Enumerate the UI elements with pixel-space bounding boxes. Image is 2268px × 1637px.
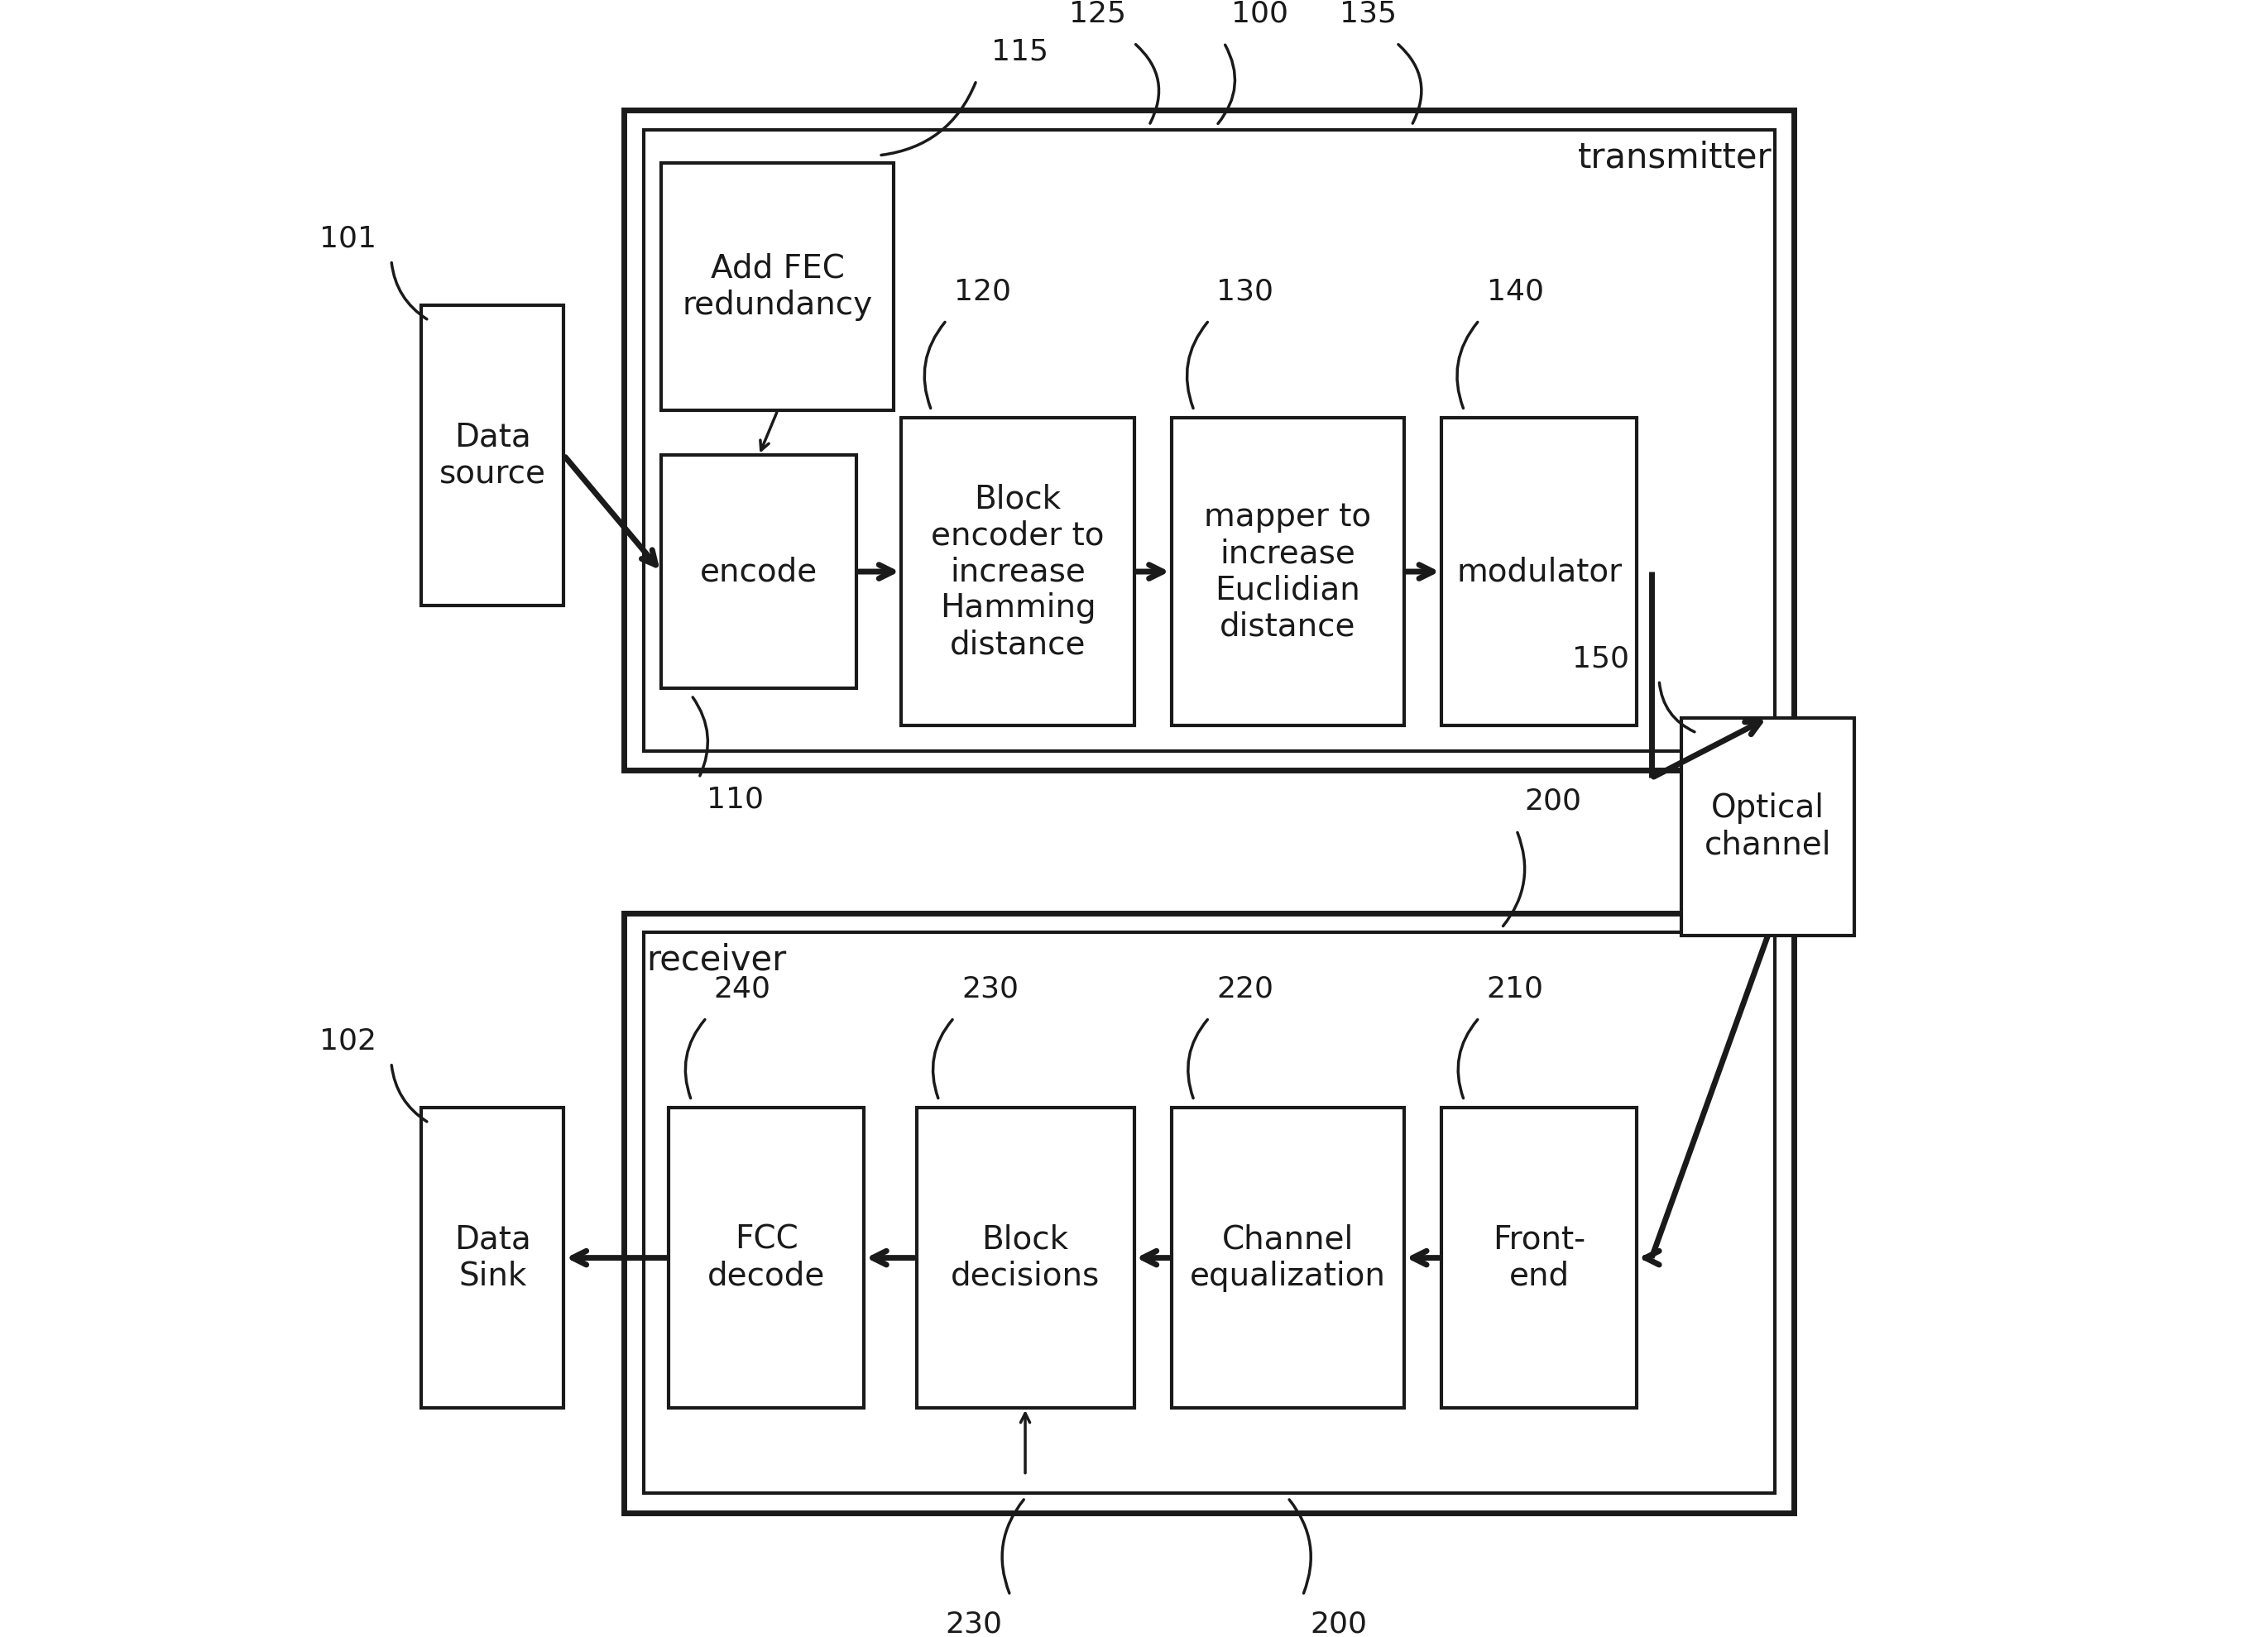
- Text: 200: 200: [1524, 787, 1581, 815]
- Text: 115: 115: [991, 38, 1048, 65]
- Bar: [1681, 719, 1855, 935]
- Text: 120: 120: [955, 277, 1012, 306]
- Text: Optical
channel: Optical channel: [1706, 792, 1833, 861]
- Bar: [422, 306, 565, 606]
- Text: encode: encode: [701, 557, 819, 588]
- Bar: [662, 455, 857, 688]
- Text: Front-
end: Front- end: [1492, 1224, 1585, 1292]
- Bar: [1442, 417, 1637, 725]
- Bar: [1173, 417, 1404, 725]
- Text: 100: 100: [1232, 0, 1288, 28]
- Text: 220: 220: [1216, 974, 1275, 1003]
- Text: Add FEC
redundancy: Add FEC redundancy: [683, 252, 873, 321]
- Text: 230: 230: [946, 1611, 1002, 1637]
- Text: Data
Sink: Data Sink: [454, 1224, 531, 1292]
- Text: Data
source: Data source: [440, 421, 547, 489]
- Bar: [422, 1108, 565, 1408]
- Bar: [644, 129, 1774, 751]
- Text: 135: 135: [1340, 0, 1397, 28]
- Text: transmitter: transmitter: [1579, 141, 1771, 175]
- Text: 130: 130: [1216, 277, 1275, 306]
- Bar: [644, 933, 1774, 1493]
- Bar: [624, 913, 1794, 1513]
- Text: 240: 240: [714, 974, 771, 1003]
- Bar: [916, 1108, 1134, 1408]
- Text: 230: 230: [962, 974, 1018, 1003]
- Text: Block
encoder to
increase
Hamming
distance: Block encoder to increase Hamming distan…: [932, 483, 1105, 660]
- Text: 210: 210: [1486, 974, 1545, 1003]
- Text: modulator: modulator: [1456, 557, 1622, 588]
- Text: 101: 101: [320, 224, 376, 252]
- Text: 200: 200: [1311, 1611, 1368, 1637]
- Text: Channel
equalization: Channel equalization: [1191, 1224, 1386, 1292]
- Bar: [624, 110, 1794, 771]
- Text: Block
decisions: Block decisions: [950, 1224, 1100, 1292]
- Bar: [1442, 1108, 1637, 1408]
- Text: 110: 110: [705, 786, 764, 814]
- Bar: [900, 417, 1134, 725]
- Text: FCC
decode: FCC decode: [708, 1224, 826, 1292]
- Text: 150: 150: [1572, 645, 1628, 673]
- Text: receiver: receiver: [646, 943, 787, 977]
- Text: mapper to
increase
Euclidian
distance: mapper to increase Euclidian distance: [1204, 501, 1372, 642]
- Bar: [662, 162, 894, 411]
- Text: 125: 125: [1070, 0, 1127, 28]
- Text: 140: 140: [1486, 277, 1545, 306]
- Bar: [1173, 1108, 1404, 1408]
- Text: 102: 102: [320, 1026, 376, 1056]
- Bar: [669, 1108, 864, 1408]
